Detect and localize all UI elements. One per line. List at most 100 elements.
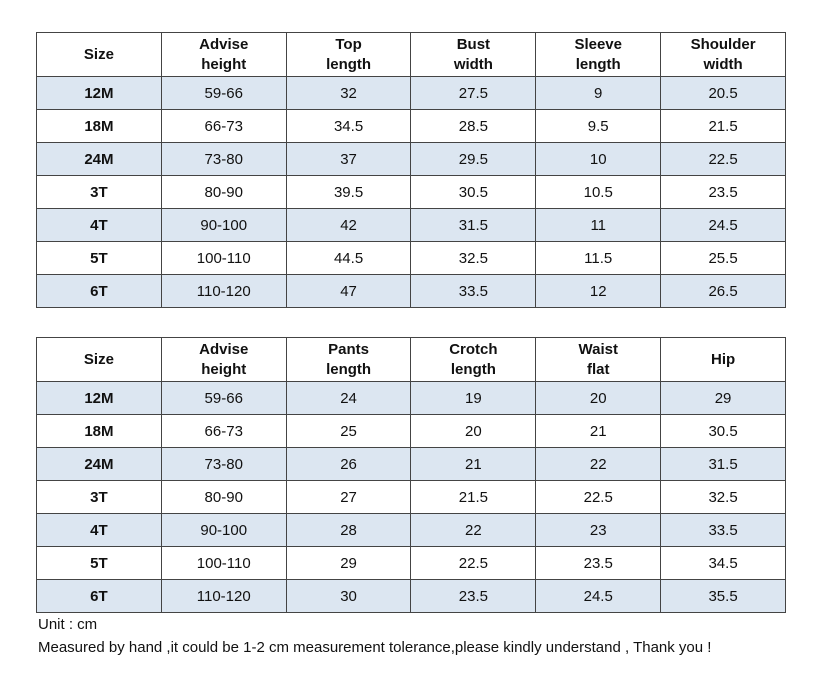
size-table: Size Advise height Pants length Crotch length W…	[36, 337, 786, 613]
header-text: Shoulder	[690, 35, 756, 53]
size-cell: 3T	[36, 480, 162, 514]
header-cell: Crotch length	[410, 337, 537, 382]
data-cell: 23	[535, 513, 662, 547]
data-row: 5T 100-110 44.5 32.5 11.5 25.5	[36, 241, 786, 275]
data-cell: 22.5	[410, 546, 537, 580]
header-cell: Bust width	[410, 32, 537, 77]
data-cell: 26	[285, 447, 412, 481]
header-text: Bust	[456, 35, 491, 53]
header-text: width	[703, 55, 743, 73]
data-cell: 30.5	[410, 175, 537, 209]
header-text: length	[575, 55, 621, 73]
header-cell: Top length	[285, 32, 412, 77]
data-cell: 34.5	[285, 109, 412, 143]
header-text: Advise	[199, 340, 249, 358]
header-cell: Advise height	[160, 337, 287, 382]
data-cell: 30	[285, 579, 412, 613]
data-row: 3T 80-90 39.5 30.5 10.5 23.5	[36, 175, 786, 209]
data-row: 12M 59-66 32 27.5 9 20.5	[36, 76, 786, 110]
data-cell: 28	[285, 513, 412, 547]
data-cell: 59-66	[160, 76, 287, 110]
size-cell: 24M	[36, 447, 162, 481]
data-cell: 39.5	[285, 175, 412, 209]
size-cell: 3T	[36, 175, 162, 209]
data-cell: 21	[410, 447, 537, 481]
data-cell: 27.5	[410, 76, 537, 110]
data-cell: 59-66	[160, 381, 287, 415]
header-text: flat	[586, 360, 610, 378]
data-cell: 44.5	[285, 241, 412, 275]
data-cell: 30.5	[660, 414, 786, 448]
size-cell: 5T	[36, 241, 162, 275]
data-cell: 34.5	[660, 546, 786, 580]
data-cell: 10	[535, 142, 662, 176]
header-cell: Advise height	[160, 32, 287, 77]
header-cell: Size	[36, 337, 162, 382]
data-cell: 9.5	[535, 109, 662, 143]
header-cell: Hip	[660, 337, 786, 382]
data-cell: 35.5	[660, 579, 786, 613]
size-table: Size Advise height Top length Bust width Sleeve…	[36, 32, 786, 308]
data-row: 24M 73-80 26 21 22 31.5	[36, 447, 786, 481]
data-row: 12M 59-66 24 19 20 29	[36, 381, 786, 415]
data-cell: 90-100	[160, 513, 287, 547]
size-cell: 18M	[36, 109, 162, 143]
size-cell: 4T	[36, 208, 162, 242]
header-text: Advise	[199, 35, 249, 53]
size-cell: 12M	[36, 76, 162, 110]
header-text: Sleeve	[574, 35, 622, 53]
data-row: 6T 110-120 30 23.5 24.5 35.5	[36, 579, 786, 613]
data-cell: 23.5	[660, 175, 786, 209]
data-cell: 31.5	[660, 447, 786, 481]
note-text: Unit : cm	[38, 616, 98, 633]
data-cell: 21.5	[410, 480, 537, 514]
data-cell: 32.5	[660, 480, 786, 514]
size-cell: 6T	[36, 274, 162, 308]
data-cell: 100-110	[160, 546, 287, 580]
data-cell: 80-90	[160, 175, 287, 209]
data-cell: 22.5	[660, 142, 786, 176]
data-cell: 20	[410, 414, 537, 448]
header-row: Size Advise height Top length Bust width Sleeve…	[36, 32, 786, 77]
data-cell: 24.5	[535, 579, 662, 613]
header-text: Hip	[710, 350, 736, 368]
data-cell: 12	[535, 274, 662, 308]
data-row: 18M 66-73 25 20 21 30.5	[36, 414, 786, 448]
header-row: Size Advise height Pants length Crotch length W…	[36, 337, 786, 382]
header-text: Size	[83, 45, 114, 63]
data-cell: 22	[410, 513, 537, 547]
data-cell: 28.5	[410, 109, 537, 143]
header-text: Top	[335, 35, 362, 53]
data-cell: 9	[535, 76, 662, 110]
size-cell: 24M	[36, 142, 162, 176]
data-row: 5T 100-110 29 22.5 23.5 34.5	[36, 546, 786, 580]
data-cell: 29	[660, 381, 786, 415]
data-row: 4T 90-100 28 22 23 33.5	[36, 513, 786, 547]
data-row: 4T 90-100 42 31.5 11 24.5	[36, 208, 786, 242]
header-cell: Pants length	[285, 337, 412, 382]
data-cell: 32.5	[410, 241, 537, 275]
data-cell: 25.5	[660, 241, 786, 275]
data-cell: 31.5	[410, 208, 537, 242]
header-cell: Waist flat	[535, 337, 662, 382]
data-cell: 23.5	[535, 546, 662, 580]
data-cell: 11.5	[535, 241, 662, 275]
header-text: Pants	[328, 340, 369, 358]
data-cell: 11	[535, 208, 662, 242]
data-cell: 110-120	[160, 579, 287, 613]
data-row: 3T 80-90 27 21.5 22.5 32.5	[36, 480, 786, 514]
header-text: length	[450, 360, 496, 378]
data-cell: 73-80	[160, 142, 287, 176]
size-cell: 4T	[36, 513, 162, 547]
data-cell: 73-80	[160, 447, 287, 481]
data-cell: 33.5	[660, 513, 786, 547]
data-cell: 100-110	[160, 241, 287, 275]
header-text: height	[201, 360, 247, 378]
size-cell: 5T	[36, 546, 162, 580]
header-text: length	[326, 55, 372, 73]
data-cell: 32	[285, 76, 412, 110]
data-cell: 66-73	[160, 109, 287, 143]
header-text: width	[453, 55, 493, 73]
data-cell: 21.5	[660, 109, 786, 143]
